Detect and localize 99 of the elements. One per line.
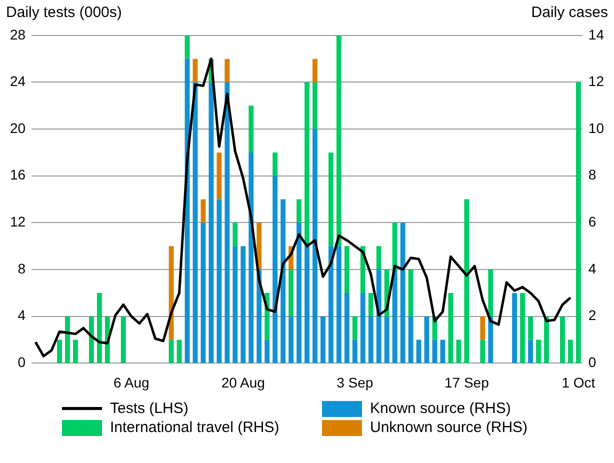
y-axis-title: Daily tests (000s) xyxy=(6,4,122,21)
y2-tick-label: 0 xyxy=(588,354,596,370)
bar xyxy=(184,35,190,59)
bar xyxy=(280,199,286,364)
bar xyxy=(57,340,62,364)
bar xyxy=(304,246,310,364)
bar xyxy=(224,82,230,364)
bar xyxy=(224,58,230,82)
bar xyxy=(272,152,278,176)
x-tick-label: 17 Sep xyxy=(444,374,490,390)
bar xyxy=(568,340,573,364)
bar xyxy=(73,340,78,364)
x-tick-label: 20 Aug xyxy=(221,374,265,390)
bar xyxy=(296,199,302,223)
bar xyxy=(312,58,318,82)
y-tick-label: 4 xyxy=(18,307,26,324)
y2-axis-title: Daily cases xyxy=(531,4,608,21)
bar xyxy=(408,270,414,316)
legend-label: International travel (RHS) xyxy=(110,419,280,436)
x-tick-label: 6 Aug xyxy=(113,374,150,390)
bar xyxy=(320,316,326,364)
bar xyxy=(232,246,238,364)
bar xyxy=(384,316,390,364)
bar xyxy=(408,316,414,364)
bar xyxy=(400,222,406,364)
bar xyxy=(328,246,334,364)
bar xyxy=(200,199,206,223)
y-tick-label: 8 xyxy=(18,260,26,276)
y2-tick-label: 6 xyxy=(588,214,596,230)
bar xyxy=(65,316,70,364)
bar xyxy=(392,222,398,270)
bar xyxy=(440,340,446,364)
bar xyxy=(392,270,398,364)
bar xyxy=(344,292,350,364)
y2-tick-label: 4 xyxy=(588,260,596,276)
bar xyxy=(248,106,254,152)
bar xyxy=(576,82,581,364)
y2-tick-label: 12 xyxy=(588,73,604,90)
bar xyxy=(120,316,126,364)
bar xyxy=(232,222,238,246)
y2-tick-label: 2 xyxy=(588,307,596,324)
legend-label: Unknown source (RHS) xyxy=(370,419,528,436)
bar xyxy=(360,292,366,364)
bar xyxy=(288,316,294,364)
bar xyxy=(488,270,494,316)
bar xyxy=(296,222,302,364)
bar xyxy=(352,316,358,340)
bar xyxy=(528,340,534,364)
bar xyxy=(328,152,334,246)
bar xyxy=(368,292,374,316)
bar xyxy=(200,222,206,364)
bar xyxy=(336,246,342,364)
bar xyxy=(312,82,318,130)
bar xyxy=(96,292,102,364)
bar xyxy=(560,316,565,364)
bar xyxy=(376,246,382,270)
bar xyxy=(248,152,254,364)
bar xyxy=(216,199,222,364)
y-tick-label: 24 xyxy=(10,73,26,90)
bar xyxy=(512,292,518,364)
bar xyxy=(336,35,342,246)
legend-label: Known source (RHS) xyxy=(370,400,511,417)
bar xyxy=(376,270,382,364)
bar xyxy=(344,246,350,293)
bar xyxy=(544,316,549,364)
bar xyxy=(448,292,454,364)
bar xyxy=(168,340,174,364)
y-tick-label: 20 xyxy=(10,120,26,136)
y-tick-label: 12 xyxy=(10,214,26,230)
y-tick-label: 16 xyxy=(10,166,26,183)
y-tick-label: 0 xyxy=(18,354,26,370)
bar xyxy=(304,82,310,246)
bar xyxy=(536,340,541,364)
bar xyxy=(272,176,278,364)
legend-label: Tests (LHS) xyxy=(110,400,188,417)
bar xyxy=(88,316,94,364)
bar xyxy=(168,246,174,340)
y2-tick-label: 8 xyxy=(588,166,596,183)
bar xyxy=(520,292,526,364)
bar xyxy=(352,340,358,364)
bar xyxy=(208,82,214,364)
y2-tick-label: 10 xyxy=(588,120,604,136)
bar xyxy=(240,246,246,364)
bar xyxy=(480,316,486,340)
bar xyxy=(368,316,374,364)
bar xyxy=(288,270,294,316)
bar xyxy=(480,340,486,364)
bar xyxy=(216,152,222,200)
bar xyxy=(464,199,470,364)
bar xyxy=(488,316,494,364)
y2-tick-label: 14 xyxy=(588,26,604,42)
y-tick-label: 28 xyxy=(10,26,26,42)
bar xyxy=(424,316,430,364)
x-tick-label: 1 Oct xyxy=(562,374,596,390)
bar xyxy=(528,316,534,340)
bar xyxy=(312,129,318,364)
x-tick-label: 3 Sep xyxy=(336,374,374,390)
bar xyxy=(456,340,462,364)
bar xyxy=(264,340,270,364)
